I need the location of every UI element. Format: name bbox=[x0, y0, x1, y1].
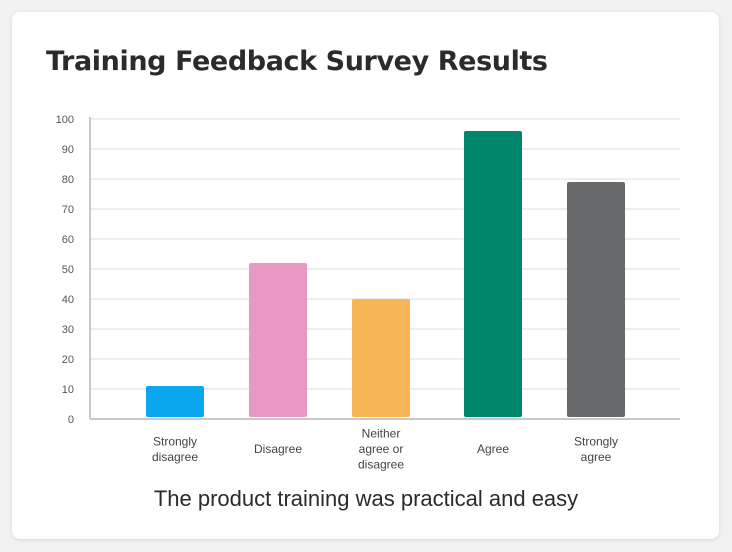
bar bbox=[464, 131, 522, 417]
axes bbox=[89, 117, 680, 420]
x-tick-label: disagree bbox=[152, 450, 198, 464]
x-tick-label: Neither bbox=[362, 427, 401, 441]
x-tick-label: Agree bbox=[477, 442, 509, 456]
y-tick-label: 50 bbox=[62, 264, 74, 276]
y-axis-ticks: 0 10 20 30 40 50 60 70 80 90 100 bbox=[56, 114, 74, 426]
bar bbox=[249, 263, 307, 417]
y-tick-label: 30 bbox=[62, 324, 74, 336]
bars bbox=[146, 131, 625, 417]
y-tick-label: 90 bbox=[62, 144, 74, 156]
y-tick-label: 20 bbox=[62, 354, 74, 366]
x-tick-label: Disagree bbox=[254, 442, 302, 456]
y-tick-label: 70 bbox=[62, 204, 74, 216]
chart-title: Training Feedback Survey Results bbox=[46, 46, 548, 77]
y-tick-label: 10 bbox=[62, 384, 74, 396]
y-tick-label: 60 bbox=[62, 234, 74, 246]
bar bbox=[352, 299, 410, 417]
x-tick-label: disagree bbox=[358, 458, 404, 472]
y-tick-label: 80 bbox=[62, 174, 74, 186]
x-tick-label: Strongly bbox=[153, 434, 197, 448]
x-tick-label: agree bbox=[581, 450, 612, 464]
x-tick-label: agree or bbox=[359, 442, 404, 456]
y-tick-label: 0 bbox=[68, 414, 74, 426]
y-tick-label: 40 bbox=[62, 294, 74, 306]
bar bbox=[567, 182, 625, 417]
x-axis-label: The product training was practical and e… bbox=[153, 486, 579, 511]
bar bbox=[146, 386, 204, 417]
y-tick-label: 100 bbox=[56, 114, 74, 126]
x-tick-label: Strongly bbox=[574, 434, 618, 448]
